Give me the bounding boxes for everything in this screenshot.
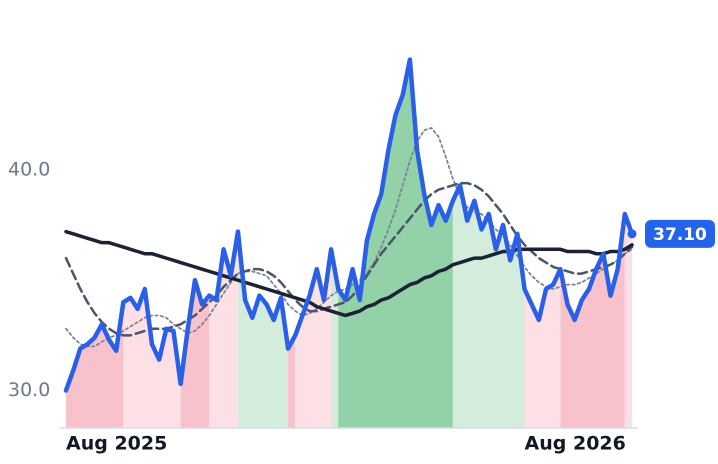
regime-region — [180, 280, 210, 428]
regime-region — [237, 231, 289, 428]
regime-region — [66, 302, 124, 428]
series-line — [63, 57, 635, 393]
x-tick-label: Aug 2025 — [66, 433, 167, 455]
series-line — [64, 181, 634, 337]
regime-region — [123, 289, 181, 428]
regime-region — [560, 214, 625, 428]
regime-region — [288, 335, 296, 428]
last-value-badge — [645, 219, 715, 248]
last-value-dot — [627, 229, 637, 239]
regime-region — [524, 269, 561, 428]
x-tick-label: Aug 2026 — [525, 433, 626, 455]
y-tick-label: 30.0 — [8, 379, 50, 401]
y-tick-label: 40.0 — [8, 158, 50, 180]
series-line — [65, 127, 633, 348]
regime-region — [624, 214, 632, 428]
regime-region — [338, 59, 453, 428]
last-value-label: 37.10 — [653, 225, 707, 245]
series-line — [64, 229, 634, 318]
